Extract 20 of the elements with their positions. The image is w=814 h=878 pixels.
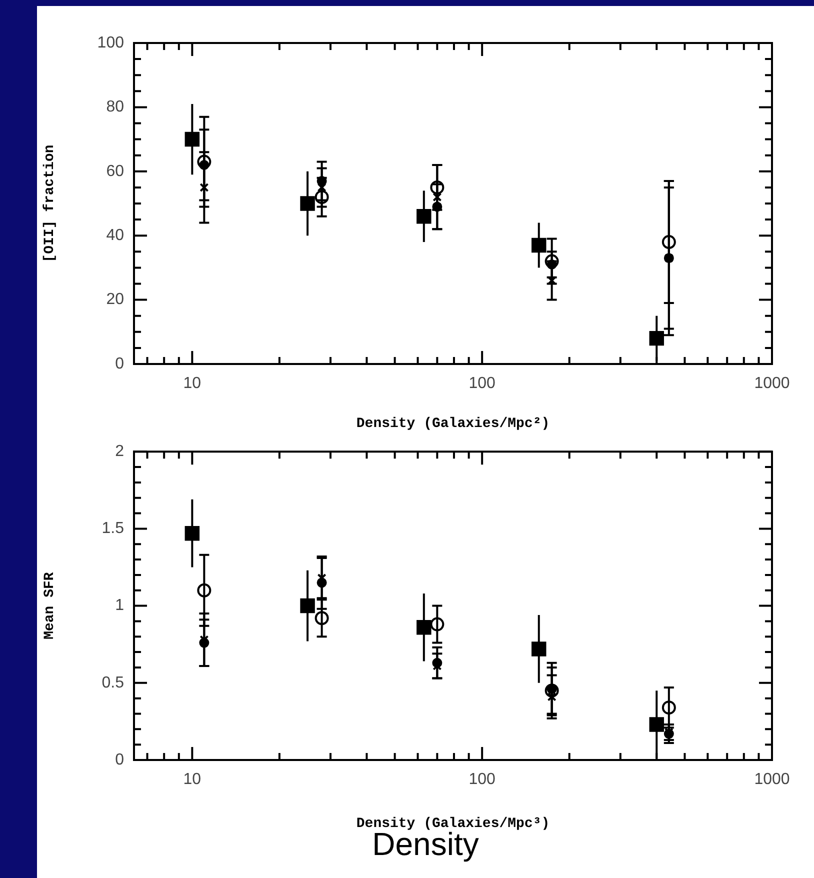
- y-tick-label: 0: [115, 751, 124, 768]
- y-axis-title: Mean SFR: [42, 572, 58, 640]
- y-tick-label: 1.5: [102, 520, 124, 538]
- y-tick-label: 1: [115, 597, 124, 614]
- y-tick-label: 20: [106, 291, 124, 308]
- x-tick-label: 100: [468, 771, 496, 788]
- y-tick-label: 0: [115, 355, 124, 372]
- y-tick-label: 60: [106, 162, 124, 180]
- y-tick-label: 2: [115, 443, 124, 460]
- y-tick-label: 0.5: [102, 674, 124, 692]
- x-tick-label: 10: [183, 375, 202, 392]
- x-tick-label: 1000: [754, 771, 790, 788]
- x-axis-title: Density (Galaxies/Mpc²): [356, 416, 550, 432]
- y-tick-label: 100: [97, 34, 124, 52]
- x-tick-label: 100: [468, 375, 496, 392]
- x-tick-label: 10: [183, 771, 202, 788]
- y-tick-label: 40: [106, 227, 124, 244]
- x-tick-label: 1000: [754, 375, 790, 392]
- y-tick-label: 80: [106, 98, 124, 116]
- y-axis-title: [OII] fraction: [42, 144, 58, 262]
